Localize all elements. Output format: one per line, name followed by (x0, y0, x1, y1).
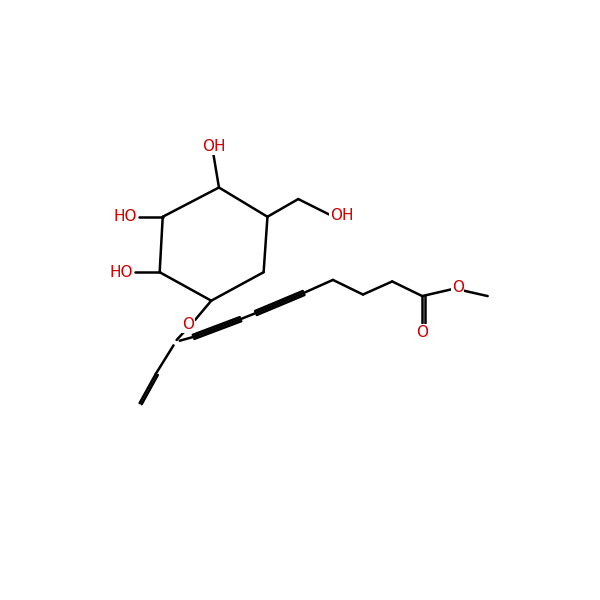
Text: OH: OH (202, 139, 226, 154)
Text: HO: HO (113, 209, 137, 224)
Text: HO: HO (109, 265, 133, 280)
Text: OH: OH (329, 208, 353, 223)
Text: O: O (416, 325, 428, 340)
Text: O: O (182, 317, 194, 332)
Text: O: O (452, 280, 464, 295)
